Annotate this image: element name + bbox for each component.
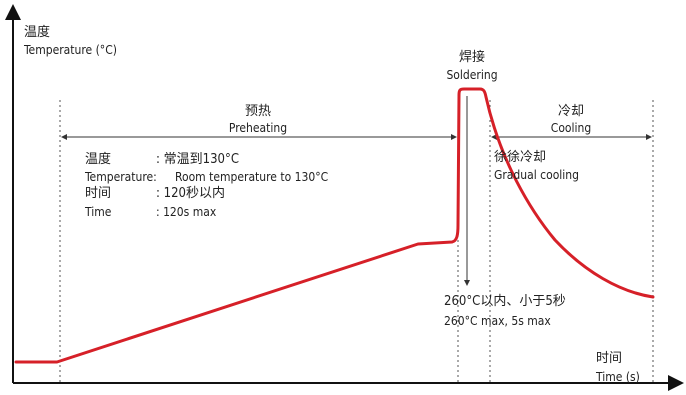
soldering-title-en: Soldering: [446, 68, 498, 82]
preheat-title-cn: 预热: [244, 104, 272, 119]
cooling-note-en: Gradual cooling: [494, 168, 580, 182]
preheat-temp-value-en: Room temperature to 130°C: [175, 170, 329, 184]
soldering-note-cn: 260°C以内、小于5秒: [444, 294, 566, 309]
cooling-title-en: Cooling: [550, 121, 592, 135]
x-axis-label-cn: 时间: [596, 351, 623, 366]
x-axis-label-en: Time (s): [596, 370, 640, 384]
preheat-time-label-en: Time: [85, 205, 112, 219]
y-axis-label-cn: 温度: [24, 25, 51, 40]
preheat-time-value-cn: : 120秒以内: [156, 186, 225, 201]
preheat-temp-label-cn: 温度: [85, 152, 112, 167]
soldering-title-cn: 焊接: [458, 50, 486, 65]
preheat-title-en: Preheating: [228, 121, 288, 135]
soldering-note-en: 260°C max, 5s max: [444, 314, 551, 328]
preheat-temp-label-en: Temperature:: [85, 170, 157, 184]
preheat-time-label-cn: 时间: [85, 186, 112, 201]
y-axis-label-en: Temperature (°C): [24, 43, 117, 57]
cooling-title-cn: 冷却: [557, 104, 585, 119]
cooling-note-cn: 徐徐冷却: [494, 150, 547, 165]
preheat-time-value-en: : 120s max: [156, 205, 217, 219]
preheat-temp-value-cn: : 常温到130°C: [156, 152, 239, 167]
temperature-profile-curve: [14, 87, 655, 364]
